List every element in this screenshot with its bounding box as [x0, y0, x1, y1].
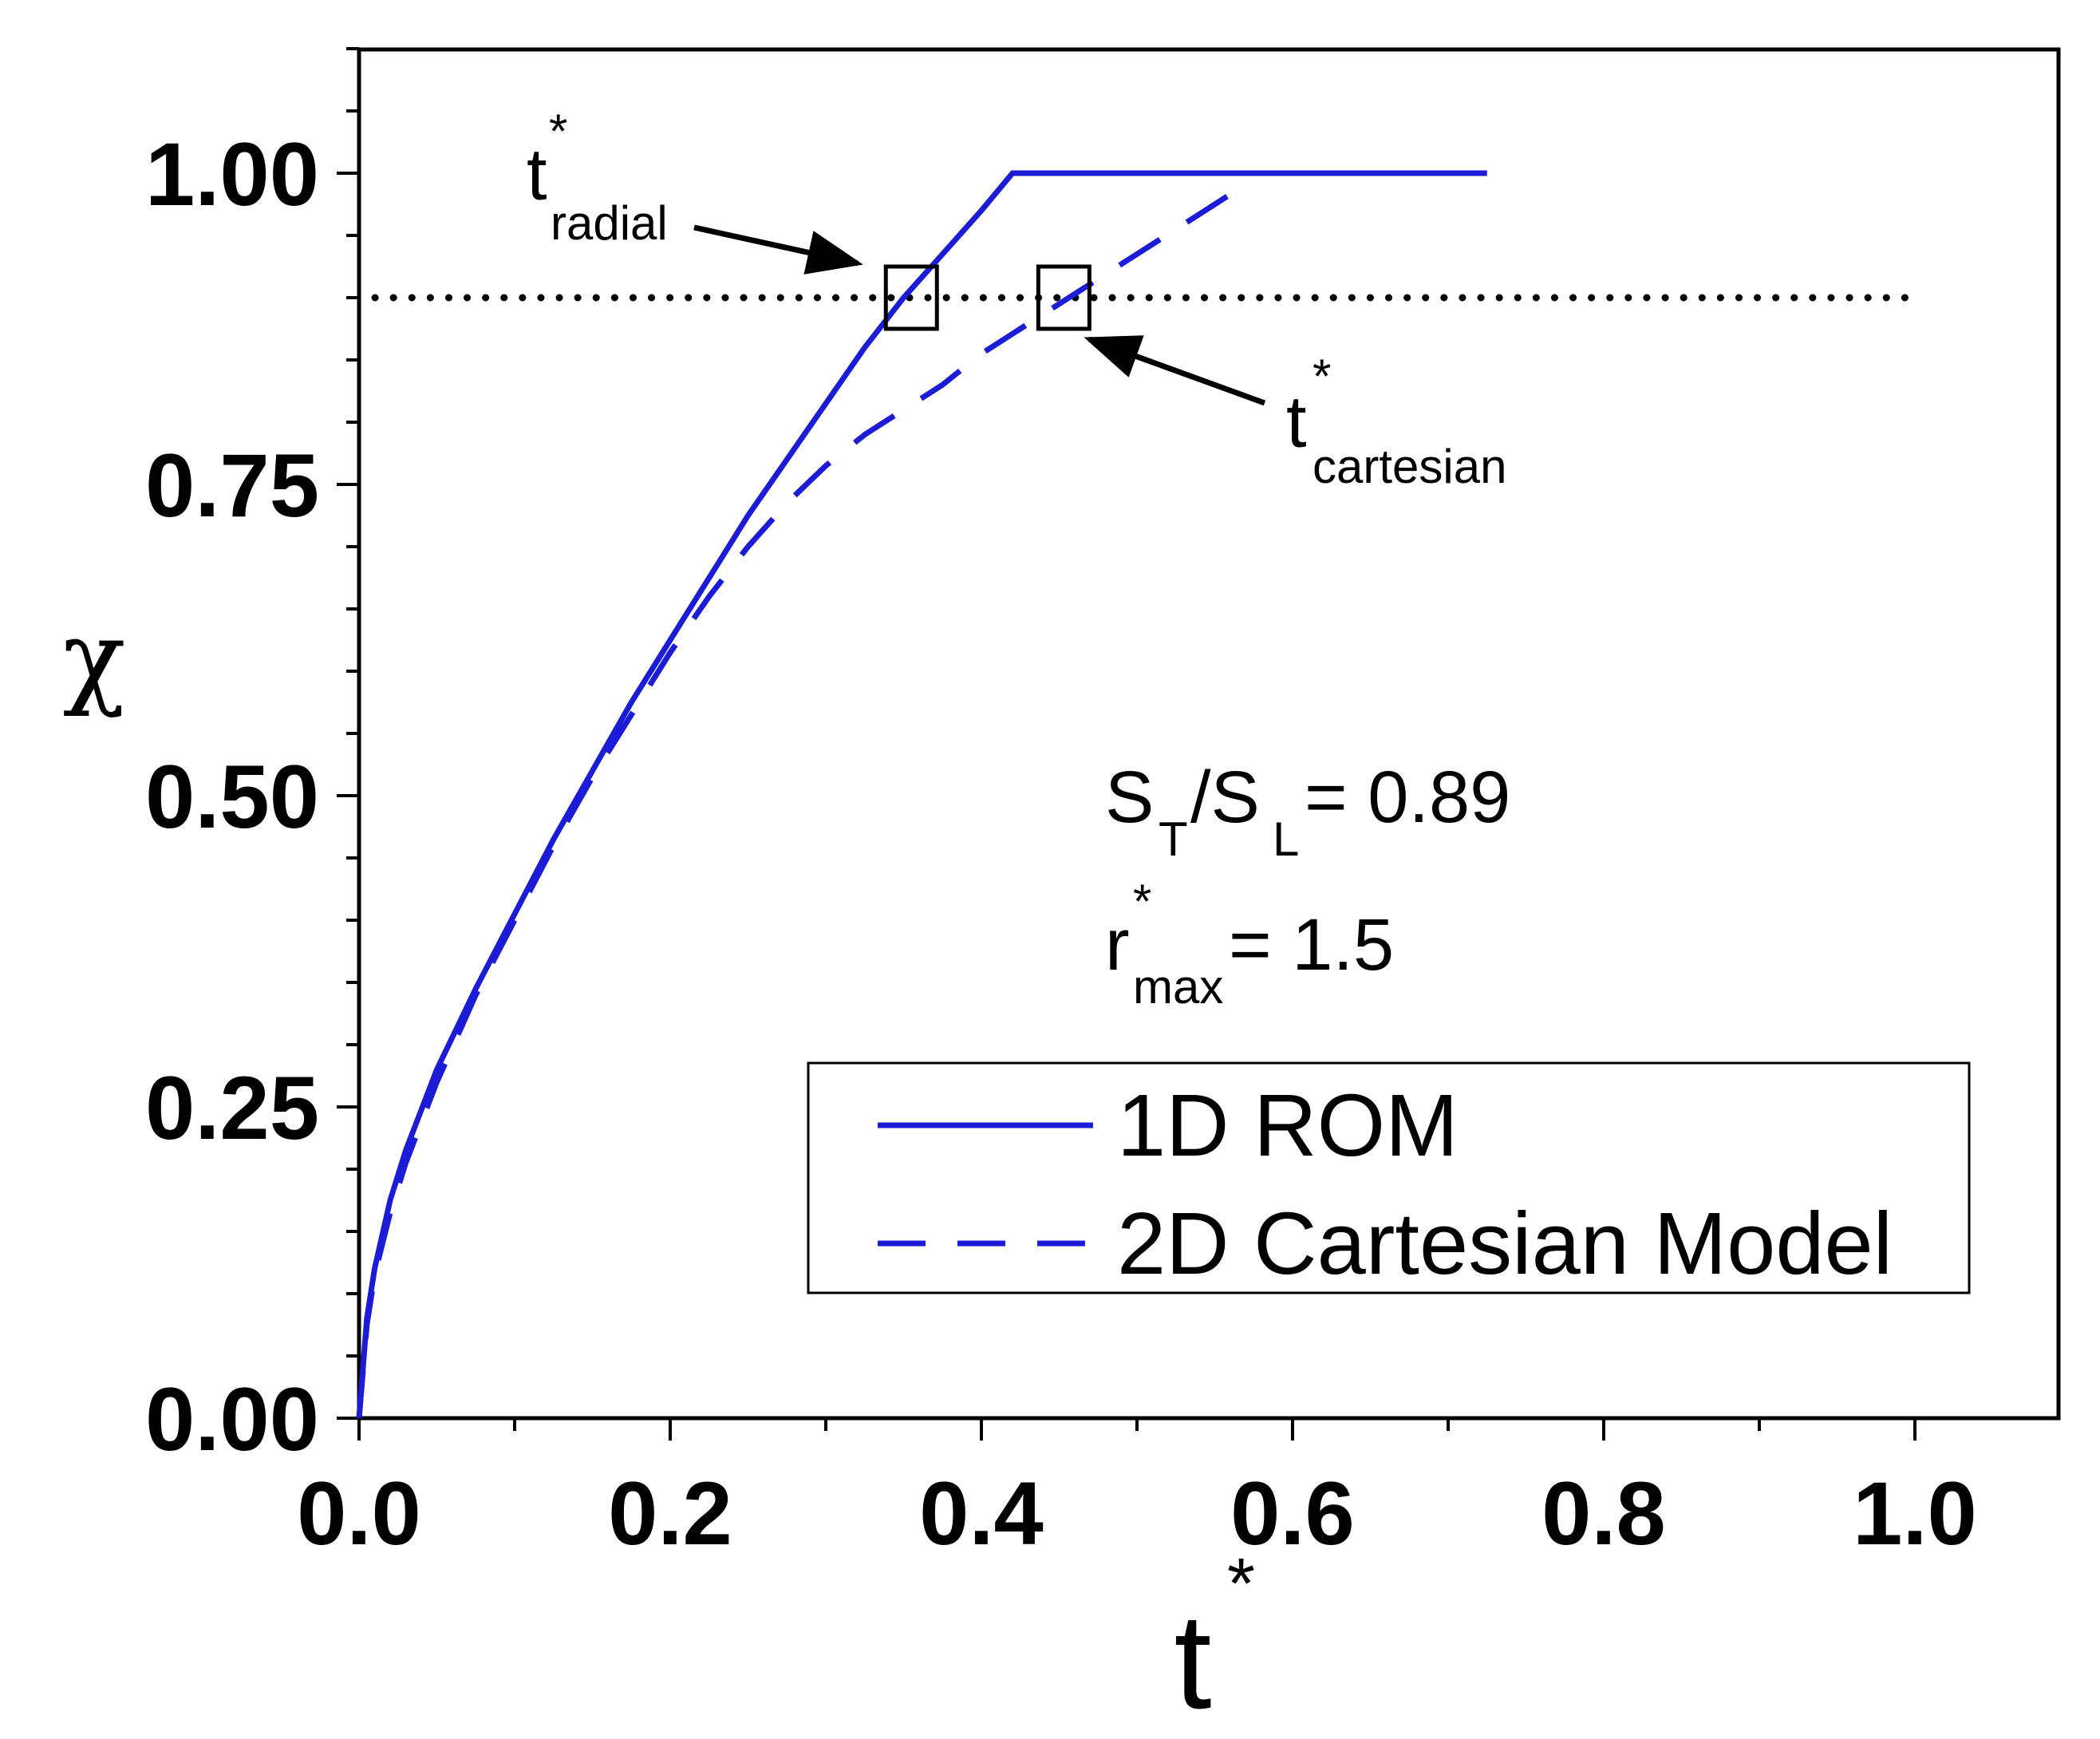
- y-tick-label: 0.00: [145, 1369, 319, 1469]
- x-axis-title: t: [1174, 1586, 1211, 1737]
- x-tick-label: 0.6: [1230, 1464, 1355, 1563]
- annotation-ratio-s1: S: [1105, 757, 1154, 838]
- annotation-t-cartesian: t: [1286, 381, 1307, 463]
- annotation-rmax: r: [1105, 904, 1130, 986]
- axis-tick-labels: 0.0 0.2 0.4 0.6 0.8 1.0 0.00 0.25 0.50 0.75 1.00: [145, 124, 1977, 1563]
- x-tick-label: 1.0: [1853, 1464, 1977, 1563]
- y-tick-label: 0.75: [145, 436, 319, 536]
- legend-label-2d-cartesian: 2D Cartesian Model: [1117, 1195, 1893, 1293]
- arrow-cartesian: [1084, 335, 1266, 406]
- y-tick-label: 1.00: [145, 124, 319, 224]
- annotation-t-radial-sub: radial: [551, 196, 668, 250]
- annotation-ratio-slash: /S: [1190, 757, 1260, 838]
- marker-t-cartesian: [1036, 264, 1091, 331]
- arrow-radial: [693, 224, 863, 275]
- x-tick-label: 0.8: [1541, 1464, 1666, 1563]
- series-line-1d-rom: [356, 170, 1487, 1419]
- annotation-ratio-value: = 0.89: [1305, 757, 1510, 838]
- series-line-2d-cartesian-model: [356, 176, 1256, 1419]
- legend: 1D ROM 2D Cartesian Model: [807, 1061, 1971, 1294]
- annotation-ratio-s1-sub: T: [1159, 812, 1188, 866]
- axis-ticks: [337, 47, 1916, 1441]
- legend-box: [807, 1061, 1971, 1294]
- x-tick-label: 0.0: [297, 1464, 421, 1563]
- annotation-t-cartesian-sup: *: [1312, 350, 1331, 403]
- annotation-rmax-sub: max: [1133, 960, 1223, 1014]
- annotation-rmax-sup: *: [1133, 875, 1151, 928]
- marker-t-radial: [883, 264, 939, 331]
- annotation-t-radial: t: [527, 134, 547, 215]
- y-axis-title: χ: [63, 598, 126, 719]
- annotation-t-radial-sup: *: [549, 105, 567, 158]
- x-tick-label: 0.4: [919, 1464, 1044, 1563]
- annotation-ratio-s2-sub: L: [1273, 812, 1299, 866]
- y-tick-label: 0.25: [145, 1058, 319, 1158]
- annotation-t-cartesian-sub: cartesian: [1312, 440, 1506, 493]
- x-tick-label: 0.2: [608, 1464, 732, 1563]
- x-axis-title-sup: *: [1227, 1544, 1255, 1624]
- legend-label-1d-rom: 1D ROM: [1117, 1077, 1459, 1175]
- annotation-rmax-value: = 1.5: [1229, 904, 1394, 986]
- y-tick-label: 0.50: [145, 747, 319, 847]
